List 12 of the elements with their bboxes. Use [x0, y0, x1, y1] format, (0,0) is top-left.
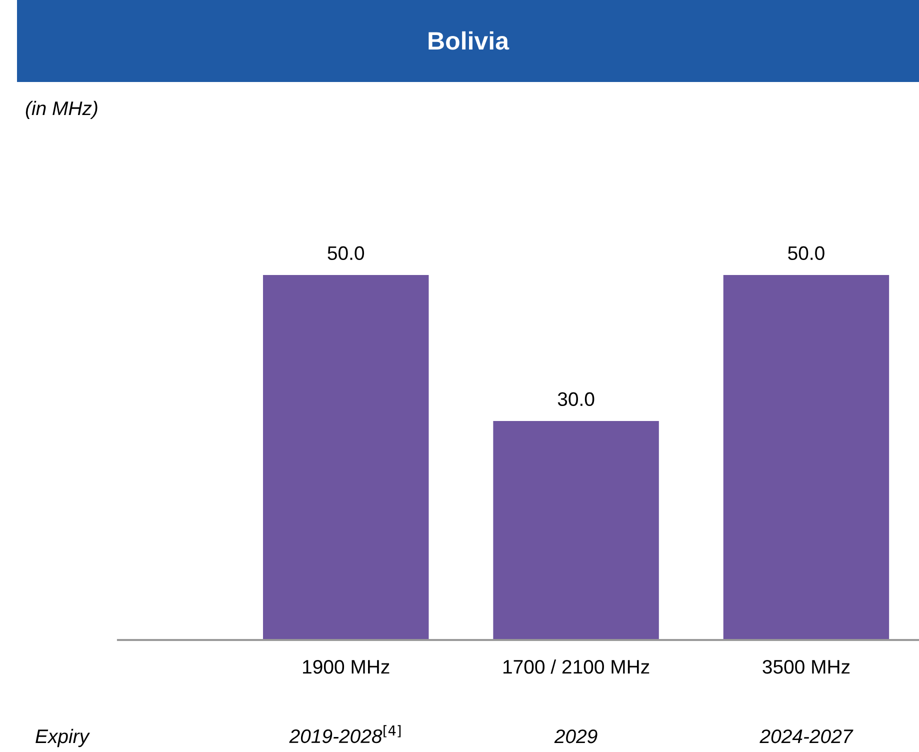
data-label: 30.0 [558, 392, 594, 406]
x-tick-label: 1700 / 2100 MHz [503, 659, 650, 674]
text: 2024-2027 [760, 729, 854, 744]
data-label: 50.0 [788, 246, 824, 260]
data-label: 50.0 [328, 246, 364, 260]
text: Expiry [36, 728, 90, 748]
chart-title: Bolivia [428, 31, 510, 50]
chart-subtitle: (in MHz) [26, 100, 98, 120]
text: 2019-2028$^{[4]}$ [289, 725, 401, 744]
x-tick-label: 1900 MHz [303, 660, 390, 674]
x-tick-label: 3500 MHz [762, 660, 850, 674]
text: 2029 [554, 729, 598, 744]
